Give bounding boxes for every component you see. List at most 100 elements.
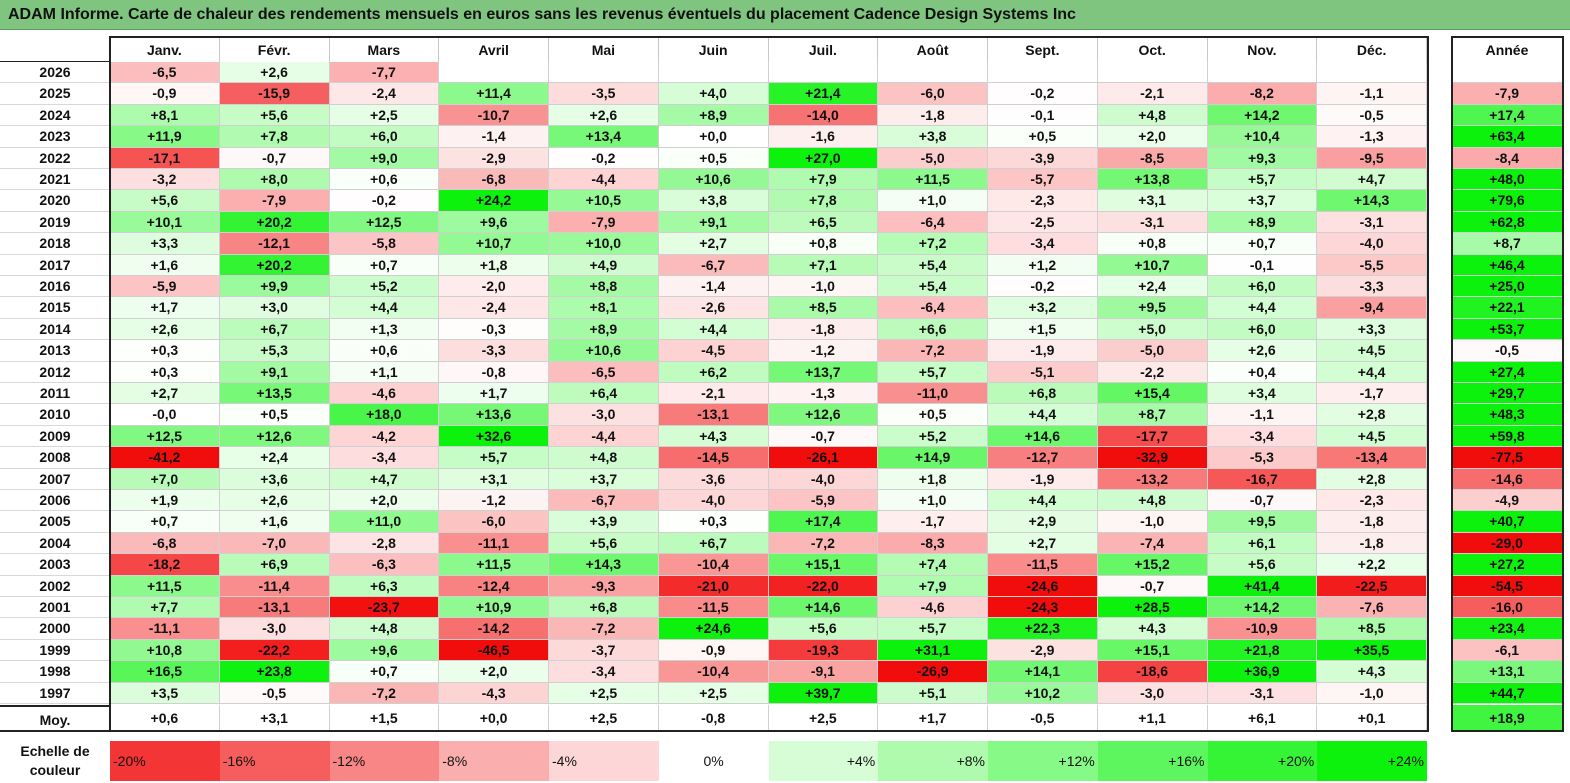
heatmap-cell: +21,8 xyxy=(1207,639,1318,662)
average-cell: +0,1 xyxy=(1317,705,1427,731)
legend-swatch: +12% xyxy=(988,741,1098,781)
heatmap-cell: +2,7 xyxy=(988,532,1098,555)
heatmap-cell: +7,8 xyxy=(219,126,330,148)
heatmap-cell: +0,8 xyxy=(768,233,879,255)
heatmap-cell: +6,4 xyxy=(549,383,659,405)
annual-cell: -16,0 xyxy=(1452,597,1562,619)
heatmap-cell xyxy=(988,62,1098,84)
heatmap-cell: -6,8 xyxy=(110,532,220,555)
heatmap-cell: +6,0 xyxy=(329,126,440,148)
heatmap-cell: -5,0 xyxy=(878,147,988,169)
heatmap-cell: +9,0 xyxy=(329,147,440,169)
heatmap-cell: +3,8 xyxy=(878,126,988,148)
year-label: 2003 xyxy=(0,554,110,576)
heatmap-cell: -10,4 xyxy=(658,661,769,683)
heatmap-cell: +31,1 xyxy=(878,639,988,662)
heatmap-cell: -5,0 xyxy=(1097,340,1208,362)
heatmap-cell: -3,4 xyxy=(988,233,1098,255)
heatmap-cell: +0,8 xyxy=(1097,233,1208,255)
annual-cell: +48,0 xyxy=(1452,169,1562,191)
heatmap-cell: +14,2 xyxy=(1207,597,1318,619)
year-label: 2007 xyxy=(0,469,110,490)
heatmap-cell: +14,1 xyxy=(988,661,1098,683)
heatmap-cell: +0,5 xyxy=(658,147,769,169)
heatmap-cell: -4,4 xyxy=(549,169,659,191)
heatmap-cell: -4,3 xyxy=(439,682,549,704)
heatmap-cell: -6,5 xyxy=(110,62,220,84)
heatmap-cell: +12,5 xyxy=(110,425,220,448)
heatmap-cell: +4,4 xyxy=(329,297,440,319)
heatmap-cell: -18,6 xyxy=(1097,661,1208,683)
heatmap-cell: -2,4 xyxy=(439,297,549,319)
heatmap-cell: -6,7 xyxy=(549,490,659,512)
heatmap-cell: +1,6 xyxy=(110,254,220,276)
heatmap-cell: +17,4 xyxy=(768,511,879,533)
heatmap-cell: +12,6 xyxy=(768,404,879,426)
month-header: Janv. xyxy=(110,38,220,62)
heatmap-cell: +3,0 xyxy=(219,297,330,319)
heatmap-cell: -12,4 xyxy=(439,575,549,597)
heatmap-cell: -4,0 xyxy=(1317,233,1427,255)
month-header: Oct. xyxy=(1098,38,1208,62)
heatmap-cell: -0,2 xyxy=(988,83,1098,105)
heatmap-cell: -24,6 xyxy=(988,575,1098,597)
heatmap-cell: +3,9 xyxy=(549,511,659,533)
legend-swatch: +24% xyxy=(1317,741,1427,781)
annual-cell: +40,7 xyxy=(1452,511,1562,533)
heatmap-cell: -6,7 xyxy=(658,254,769,276)
heatmap-cell: -0,2 xyxy=(988,276,1098,298)
month-header: Sept. xyxy=(988,38,1098,62)
heatmap-cell: +11,4 xyxy=(439,83,549,105)
month-header: Déc. xyxy=(1317,38,1427,62)
heatmap-cell: +1,6 xyxy=(219,511,330,533)
heatmap-cell: +4,4 xyxy=(988,490,1098,512)
heatmap-cell: +2,5 xyxy=(329,104,440,127)
annual-cell: +53,7 xyxy=(1452,318,1562,341)
heatmap-cell: +41,4 xyxy=(1207,575,1318,597)
average-cell: -0,5 xyxy=(988,705,1098,731)
heatmap-cell: -13,4 xyxy=(1317,447,1427,469)
heatmap-cell: -4,6 xyxy=(329,383,440,405)
heatmap-cell: +6,1 xyxy=(1207,532,1318,555)
heatmap-cell: +2,5 xyxy=(658,682,769,704)
heatmap-cell: +13,8 xyxy=(1097,169,1208,191)
annual-cell: +27,4 xyxy=(1452,361,1562,383)
heatmap-cell: +6,6 xyxy=(878,318,988,341)
legend-swatch: -4% xyxy=(549,741,659,781)
heatmap-cell: +7,8 xyxy=(768,190,879,212)
heatmap-cell: -4,0 xyxy=(768,468,879,490)
annual-cell: +46,4 xyxy=(1452,254,1562,276)
heatmap-cell: -2,5 xyxy=(988,211,1098,234)
heatmap-cell: +11,5 xyxy=(878,169,988,191)
heatmap-cell: -18,2 xyxy=(110,554,220,576)
heatmap-cell: +18,0 xyxy=(329,404,440,426)
heatmap-cell: +4,4 xyxy=(988,404,1098,426)
heatmap-cell: +15,2 xyxy=(1097,554,1208,576)
heatmap-cell: -22,5 xyxy=(1317,575,1427,597)
heatmap-cell: -8,5 xyxy=(1097,147,1208,169)
year-label: 1999 xyxy=(0,640,110,662)
heatmap-cell: -2,1 xyxy=(658,383,769,405)
heatmap-cell: -3,7 xyxy=(549,639,659,662)
legend-swatch: +8% xyxy=(878,741,988,781)
heatmap-cell: +10,7 xyxy=(439,233,549,255)
heatmap-cell: -2,1 xyxy=(1097,83,1208,105)
heatmap-cell: -0,2 xyxy=(329,190,440,212)
heatmap-cell: -2,9 xyxy=(988,639,1098,662)
heatmap-cell: -1,0 xyxy=(768,276,879,298)
heatmap-cell: -9,3 xyxy=(549,575,659,597)
heatmap-cell: +4,8 xyxy=(1097,490,1208,512)
heatmap-cell: +5,7 xyxy=(1207,169,1318,191)
heatmap-cell: -13,1 xyxy=(219,597,330,619)
annual-cell: -8,4 xyxy=(1452,147,1562,169)
heatmap-cell: +0,0 xyxy=(658,126,769,148)
heatmap-cell: +6,5 xyxy=(768,211,879,234)
annual-cell: +17,4 xyxy=(1452,104,1562,127)
heatmap-cell: -3,1 xyxy=(1207,682,1318,704)
heatmap-cell: +14,6 xyxy=(768,597,879,619)
heatmap-cell: -13,1 xyxy=(658,404,769,426)
heatmap-cell: +1,5 xyxy=(988,318,1098,341)
heatmap-cell: -46,5 xyxy=(439,639,549,662)
heatmap-cell: +0,5 xyxy=(219,404,330,426)
